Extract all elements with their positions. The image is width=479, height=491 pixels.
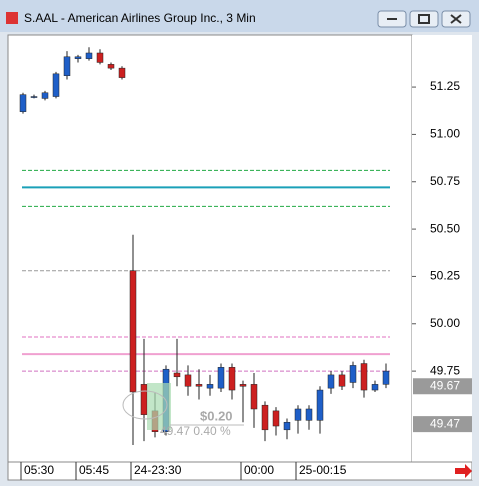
candle-body <box>382 370 390 385</box>
candle-body <box>52 73 60 97</box>
candle-body <box>41 92 49 99</box>
maximize-button[interactable] <box>409 10 439 28</box>
candle-body <box>107 64 115 69</box>
candle-body <box>338 374 346 387</box>
candle-body <box>195 384 203 387</box>
price-axis <box>412 35 472 462</box>
candle-body <box>305 408 313 421</box>
candle-body <box>283 421 291 431</box>
candle-body <box>228 367 236 391</box>
plot-area <box>7 34 413 463</box>
candle-body <box>184 374 192 387</box>
candle-body <box>261 404 269 431</box>
candle-body <box>118 67 126 78</box>
price-label: 49.47 <box>430 416 460 430</box>
y-tick-label: 50.00 <box>430 316 460 330</box>
candle-body <box>360 363 368 391</box>
candle-body <box>239 384 247 387</box>
candle-body <box>96 52 104 63</box>
candle-body <box>74 56 82 59</box>
x-tick-label: 05:45 <box>79 463 109 477</box>
candle-body <box>294 408 302 421</box>
measure-box <box>147 383 171 430</box>
y-tick-label: 51.25 <box>430 79 460 93</box>
candle-body <box>206 384 214 389</box>
y-tick-label: 50.25 <box>430 269 460 283</box>
candle-body <box>316 389 324 421</box>
measure-change: $0.20 <box>200 408 233 423</box>
x-tick-label: 00:00 <box>244 463 274 477</box>
y-tick-label: 51.00 <box>430 127 460 141</box>
x-tick-label: 05:30 <box>24 463 54 477</box>
candle-body <box>30 96 38 98</box>
y-tick-label: 49.75 <box>430 363 460 377</box>
candle-body <box>250 384 258 410</box>
candle-body <box>173 372 181 378</box>
window-title: S.AAL - American Airlines Group Inc., 3 … <box>24 11 256 25</box>
measure-ellipse <box>122 390 168 420</box>
time-axis <box>7 461 473 481</box>
price-label-box <box>413 416 472 433</box>
y-tick-label: 50.50 <box>430 221 460 235</box>
candle-body <box>272 410 280 427</box>
y-tick-label: 50.75 <box>430 174 460 188</box>
candle-body <box>371 384 379 391</box>
candle-body <box>63 56 71 76</box>
candle-body <box>19 94 27 112</box>
candle-body <box>217 367 225 389</box>
price-label-box <box>413 378 472 395</box>
x-tick-label: 25-00:15 <box>299 463 347 477</box>
scroll-arrow[interactable] <box>455 464 472 478</box>
price-label: 49.67 <box>430 378 460 392</box>
app-icon <box>6 12 18 24</box>
candle-body <box>140 384 148 415</box>
measure-detail: 49.47 0.40 % <box>160 424 231 438</box>
candle-body <box>85 52 93 59</box>
candle-body <box>129 270 137 393</box>
candle-body <box>349 365 357 383</box>
candle-body <box>327 374 335 389</box>
x-tick-label: 24-23:30 <box>134 463 182 477</box>
